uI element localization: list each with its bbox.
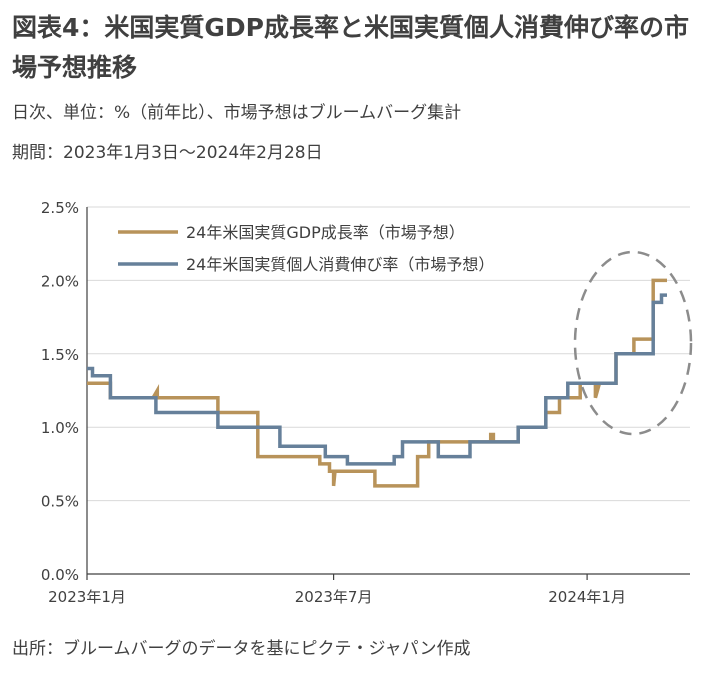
source-note: 出所：ブルームバーグのデータを基にピクテ・ジャパン作成 bbox=[12, 639, 471, 659]
legend-label-1: 24年米国実質GDP成長率（市場予想） bbox=[186, 223, 465, 242]
x-tick-label: 2024年1月 bbox=[548, 588, 626, 606]
chart-title: 図表4：米国実質GDP成長率と米国実質個人消費伸び率の市場予想推移 bbox=[12, 13, 689, 82]
x-tick-label: 2023年7月 bbox=[295, 588, 373, 606]
line-chart: 0.0% 0.5% 1.0% 1.5% 2.0% 2.5% 2023年1月 2023年7月 20… bbox=[41, 199, 693, 606]
y-tick-label: 0.0% bbox=[41, 566, 79, 584]
chart-subtitle: 日次、単位：%（前年比）、市場予想はブルームバーグ集計 bbox=[12, 103, 462, 123]
y-tick-label: 2.5% bbox=[41, 199, 79, 217]
highlight-ellipse bbox=[573, 250, 693, 436]
legend-label-2: 24年米国実質個人消費伸び率（市場予想） bbox=[186, 255, 494, 274]
chart-period: 期間：2023年1月3日～2024年2月28日 bbox=[12, 143, 323, 163]
series-line-2 bbox=[87, 293, 667, 466]
y-tick-label: 1.5% bbox=[41, 346, 79, 364]
y-tick-label: 1.0% bbox=[41, 419, 79, 437]
y-tick-label: 0.5% bbox=[41, 493, 79, 511]
y-tick-label: 2.0% bbox=[41, 272, 79, 290]
x-tick-label: 2023年1月 bbox=[48, 588, 126, 606]
